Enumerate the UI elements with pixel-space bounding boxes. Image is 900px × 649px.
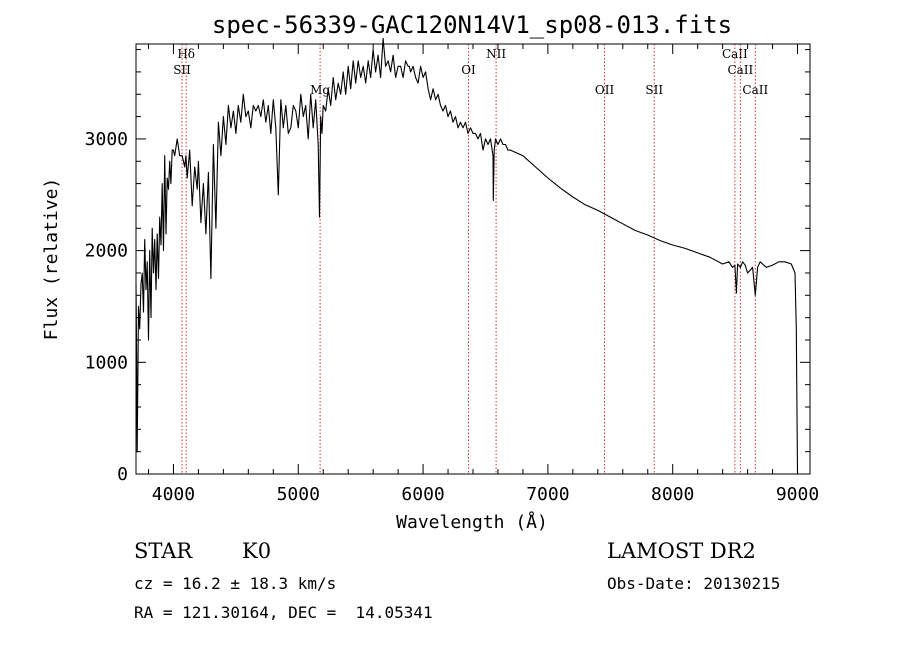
- y-tick-label: 1000: [85, 352, 128, 373]
- y-axis-label: Flux (relative): [41, 178, 62, 341]
- coordinates: RA = 121.30164, DEC = 14.05341: [134, 603, 433, 622]
- spectral-line-label: CaII: [727, 63, 753, 77]
- spectral-line-label: SII: [173, 63, 191, 77]
- x-tick-label: 9000: [776, 484, 819, 505]
- y-tick-label: 2000: [85, 241, 128, 262]
- x-axis: 4000 5000 6000 7000 8000 9000: [147, 44, 819, 505]
- x-tick-label: 8000: [651, 484, 694, 505]
- spectral-subclass: K0: [242, 539, 272, 563]
- spectral-line-markers: Hδ SII Mg OI NII OII SII CaII CaII CaII: [173, 44, 768, 474]
- x-tick-label: 6000: [401, 484, 444, 505]
- x-tick-label: 5000: [277, 484, 320, 505]
- spectral-line-label: SII: [645, 83, 663, 97]
- x-axis-label: Wavelength (Å): [396, 511, 548, 533]
- y-tick-label: 3000: [85, 129, 128, 150]
- object-type: STAR: [134, 539, 193, 563]
- survey-name: LAMOST DR2: [607, 539, 756, 563]
- spectral-line-label: Mg: [310, 83, 330, 97]
- chart-title: spec-56339-GAC120N14V1_sp08-013.fits: [212, 11, 732, 39]
- plot-frame: [135, 43, 811, 475]
- spectral-line-label: CaII: [742, 83, 768, 97]
- x-tick-label: 7000: [526, 484, 569, 505]
- series-layer: [135, 37, 799, 475]
- spectral-line-label: CaII: [722, 47, 748, 61]
- y-tick-label: 0: [117, 464, 128, 485]
- flux-series-line: [135, 37, 799, 475]
- x-tick-label: 4000: [152, 484, 195, 505]
- spectral-line-label: NII: [486, 47, 506, 61]
- redshift-value: cz = 16.2 ± 18.3 km/s: [134, 574, 337, 593]
- spectral-line-label: OI: [461, 63, 476, 77]
- spectral-line-label: Hδ: [177, 47, 195, 61]
- observation-date: Obs-Date: 20130215: [607, 574, 781, 593]
- y-axis: 0 1000 2000 3000: [85, 49, 810, 485]
- spectral-line-label: OII: [595, 83, 615, 97]
